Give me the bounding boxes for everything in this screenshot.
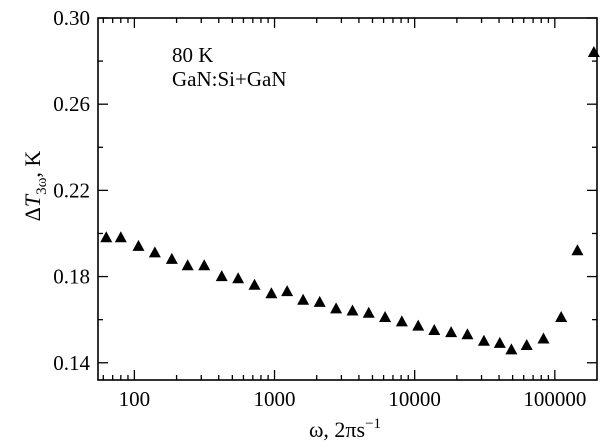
data-point (428, 323, 441, 335)
y-tick-label: 0.26 (53, 92, 90, 116)
x-axis-title: ω, 2πs−1 (309, 416, 381, 442)
data-point (132, 239, 145, 251)
x-tick-label: 100000 (523, 387, 586, 411)
y-axis-title-subscript: 3ω (34, 177, 50, 195)
tick-labels: 100 1000 10000 100000 0.14 0.18 0.22 0.26 0.30 (53, 6, 586, 411)
data-point (232, 272, 245, 284)
data-point (505, 343, 518, 355)
data-point (330, 302, 343, 314)
y-axis-title-unit: , K (20, 151, 45, 178)
data-point (297, 293, 310, 305)
data-point (248, 278, 261, 290)
data-point (198, 259, 211, 271)
x-tick-label: 10000 (388, 387, 441, 411)
data-point (587, 45, 600, 57)
data-point (537, 332, 550, 344)
y-axis-title-delta: Δ (20, 207, 45, 221)
y-tick-label: 0.22 (53, 178, 90, 202)
data-point (346, 304, 359, 316)
data-point (181, 259, 194, 271)
data-point (114, 231, 127, 243)
data-point (362, 306, 375, 318)
data-point (379, 311, 392, 323)
data-point (313, 295, 326, 307)
plot-frame (97, 17, 598, 381)
data-point (412, 319, 425, 331)
data-point (477, 334, 490, 346)
data-point (265, 287, 278, 299)
data-point (493, 336, 506, 348)
data-point (395, 315, 408, 327)
x-axis-title-base: ω, 2πs (309, 417, 365, 442)
data-point (100, 231, 113, 243)
data-point (520, 339, 533, 351)
y-axis-title-symbol: T (20, 193, 45, 207)
annotation-sample: GaN:Si+GaN (172, 67, 287, 91)
data-point (165, 252, 178, 264)
data-point (445, 326, 458, 338)
x-tick-label: 100 (119, 387, 151, 411)
annotation-temperature: 80 K (172, 43, 213, 67)
data-point (571, 244, 584, 256)
y-tick-label: 0.30 (53, 6, 90, 30)
data-point (555, 311, 568, 323)
data-point (461, 328, 474, 340)
x-tick-label: 1000 (254, 387, 296, 411)
y-tick-label: 0.14 (53, 351, 90, 375)
axis-ticks (98, 17, 597, 380)
y-tick-label: 0.18 (53, 265, 90, 289)
data-point (215, 270, 228, 282)
data-point (148, 246, 161, 258)
data-point (281, 285, 294, 297)
x-axis-title-sup: −1 (365, 416, 381, 432)
y-axis-title: ΔT3ω, K (20, 151, 50, 222)
data-points (100, 45, 600, 355)
